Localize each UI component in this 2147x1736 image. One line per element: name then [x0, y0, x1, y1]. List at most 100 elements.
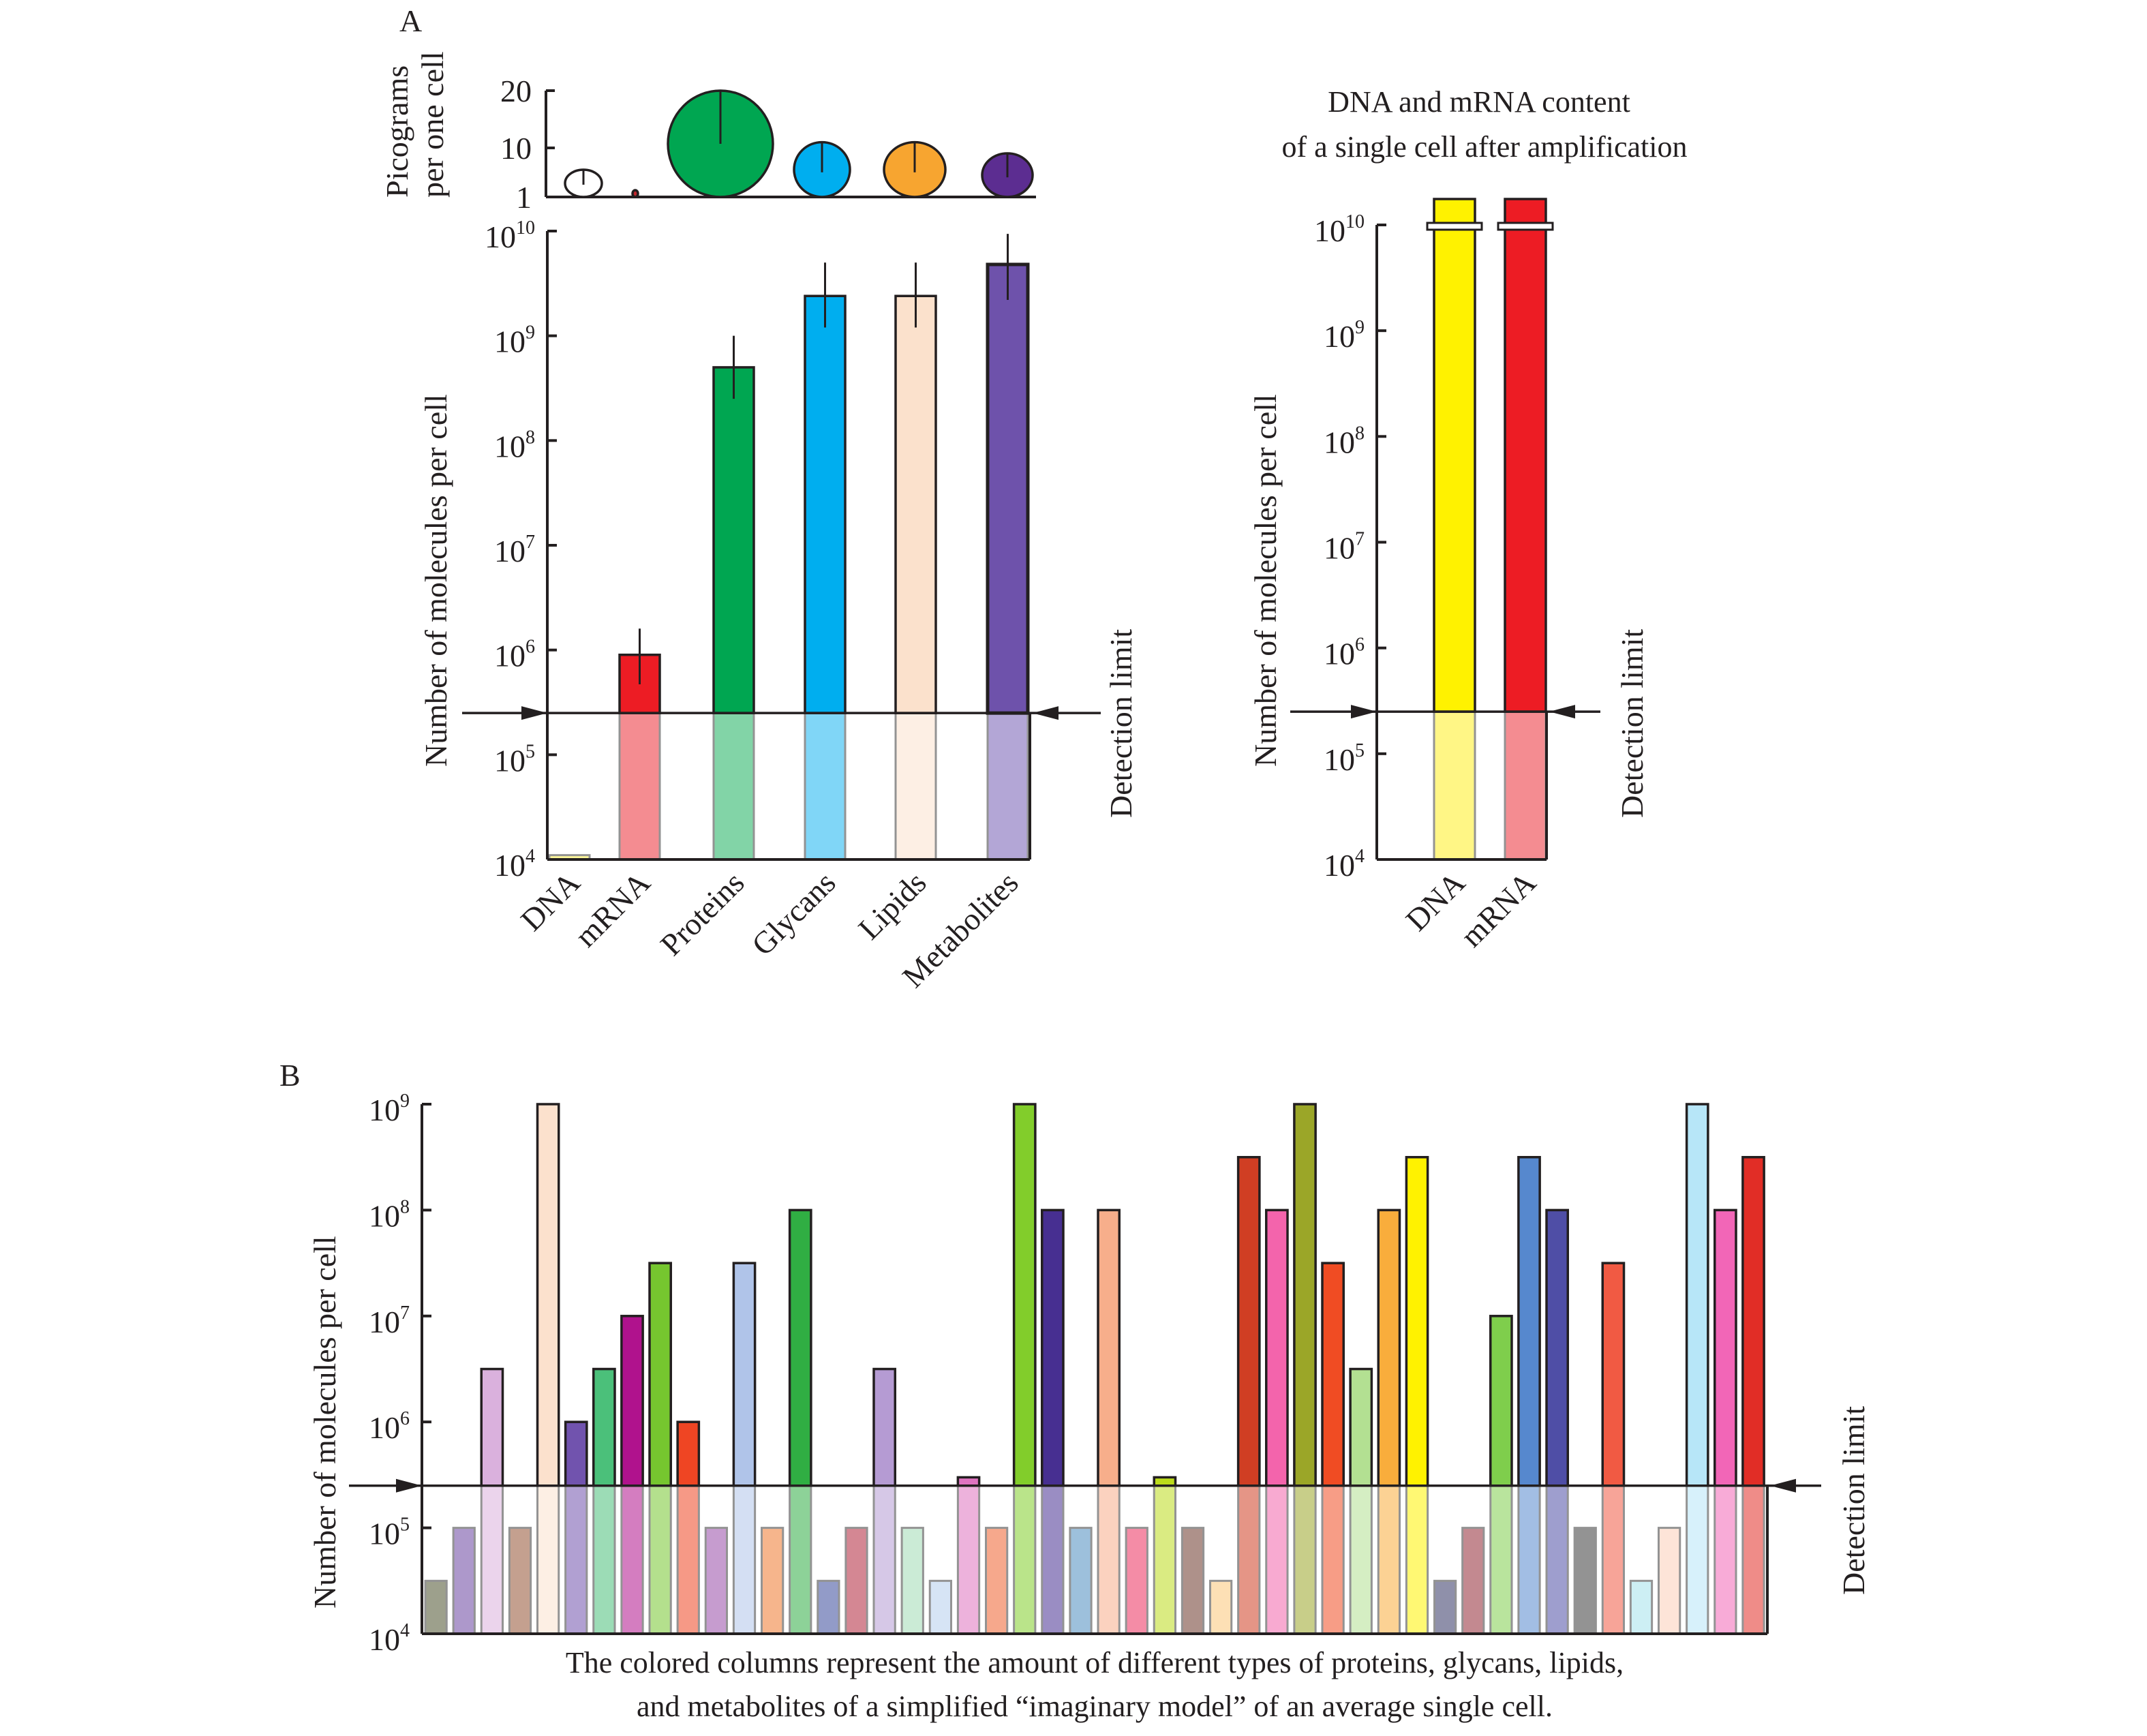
model-bar-faded	[1153, 1484, 1177, 1635]
panel-a-label: A	[399, 3, 422, 38]
model-bar	[956, 1476, 981, 1487]
model-bar-faded	[761, 1527, 785, 1635]
model-bar	[1236, 1155, 1261, 1487]
amplified-chart: DNA and mRNA content of a single cell af…	[1248, 85, 1687, 954]
model-bar	[1405, 1155, 1429, 1487]
tick-exponent: 4	[1355, 846, 1365, 867]
model-bar-faded	[1041, 1484, 1065, 1635]
tick-exponent: 8	[1355, 423, 1365, 444]
model-bar-faded	[1658, 1527, 1681, 1635]
model-bar-faded	[424, 1579, 448, 1635]
molecules-y-tick-label: 1010	[485, 217, 535, 254]
amplified-y-tick-label: 106	[1324, 635, 1365, 671]
tick-exponent: 7	[526, 532, 535, 553]
model-bar-faded	[1405, 1484, 1429, 1635]
model-bar	[648, 1262, 673, 1487]
model-bar	[1685, 1103, 1709, 1487]
model-bar	[872, 1367, 897, 1487]
tick-exponent: 8	[526, 427, 535, 448]
model-bar-faded	[928, 1579, 953, 1635]
model-bar-faded	[620, 1484, 644, 1635]
model-bar	[1041, 1208, 1065, 1487]
model-bar-faded	[1601, 1484, 1626, 1635]
picogram-ylabel-line2: per one cell	[415, 51, 450, 198]
tick-base: 10	[1314, 213, 1345, 248]
molecules-x-label: Glycans	[745, 865, 842, 962]
amplified-y-tick-label: 109	[1324, 317, 1365, 354]
model-bar	[564, 1420, 588, 1487]
tick-exponent: 6	[1355, 635, 1365, 656]
detection-limit-arrow-left	[396, 1478, 422, 1493]
tick-base: 10	[494, 429, 526, 463]
molecules-chart: Number of molecules per cell 10101091081…	[418, 217, 1138, 994]
model-bar-faded	[732, 1484, 757, 1635]
detection-limit-arrow-right	[1549, 705, 1575, 719]
model-bar-faded	[564, 1484, 588, 1635]
amplified-title-line2: of a single cell after amplification	[1282, 130, 1688, 164]
amplified-y-tick-label: 105	[1324, 740, 1365, 777]
model-bar	[1293, 1103, 1317, 1487]
tick-base: 10	[369, 1305, 400, 1339]
detection-limit-arrow-left	[521, 706, 547, 720]
amplified-bar-faded	[1433, 710, 1476, 861]
molecules-y-tick-label: 108	[494, 427, 535, 463]
model-bar-faded	[1125, 1527, 1148, 1635]
model-bar-faded	[1489, 1484, 1513, 1635]
model-bar-faded	[704, 1527, 729, 1635]
tick-exponent: 9	[1355, 317, 1365, 338]
model-y-tick-label: 107	[369, 1303, 410, 1339]
model-y-tick-label: 108	[369, 1196, 410, 1233]
detection-limit-arrow-right	[1033, 706, 1059, 720]
picogram-tick-label: 20	[500, 74, 532, 108]
model-bar-faded	[1461, 1527, 1485, 1635]
tick-base: 10	[1324, 637, 1355, 671]
molecules-y-tick-label: 106	[494, 637, 535, 673]
model-bar-faded	[817, 1579, 840, 1635]
molecules-bar	[712, 366, 755, 714]
molecules-y-tick-label: 105	[494, 741, 535, 778]
detection-limit-arrow-left	[1351, 705, 1377, 719]
model-bar-faded	[648, 1484, 672, 1635]
model-bar	[1714, 1208, 1737, 1487]
tick-base: 10	[494, 534, 526, 568]
tick-exponent: 5	[526, 741, 535, 762]
model-bar-faded	[1573, 1527, 1597, 1635]
tick-exponent: 6	[526, 637, 535, 658]
model-bar	[592, 1367, 616, 1487]
tick-base: 10	[494, 848, 526, 883]
model-ylabel: Number of molecules per cell	[307, 1236, 342, 1609]
model-y-tick-label: 106	[369, 1408, 410, 1445]
model-bar	[1012, 1103, 1037, 1487]
amplified-x-label: mRNA	[1454, 865, 1542, 954]
model-bar-faded	[789, 1484, 812, 1635]
model-cell-chart: Number of molecules per cell 10910810710…	[307, 1091, 1871, 1723]
amplified-ylabel: Number of molecules per cell	[1248, 394, 1283, 767]
molecules-bar	[986, 262, 1030, 715]
molecules-ylabel: Number of molecules per cell	[418, 394, 453, 767]
molecules-bar-faded	[894, 712, 937, 861]
model-bar	[1741, 1155, 1765, 1487]
picogram-tick-label: 1	[516, 180, 532, 215]
model-bar-faded	[1237, 1484, 1261, 1635]
model-bar-faded	[1013, 1484, 1037, 1635]
model-bar-faded	[1293, 1484, 1317, 1635]
amplified-bar	[1433, 198, 1476, 713]
model-bar	[1377, 1208, 1401, 1487]
amplified-bar	[1504, 198, 1547, 713]
tick-base: 10	[369, 1093, 400, 1127]
tick-exponent: 7	[1355, 529, 1365, 550]
model-bar-faded	[1265, 1484, 1289, 1635]
tick-base: 10	[369, 1517, 400, 1551]
tick-exponent: 4	[400, 1620, 410, 1641]
picogram-bubble	[631, 189, 639, 198]
model-bar-faded	[1714, 1484, 1737, 1635]
tick-base: 10	[485, 219, 516, 254]
tick-base: 10	[1324, 848, 1355, 883]
molecules-y-tick-label: 107	[494, 532, 535, 568]
model-bar-faded	[480, 1484, 504, 1635]
model-bar-faded	[676, 1484, 700, 1635]
amplified-y-tick-label: 104	[1324, 846, 1365, 883]
tick-base: 10	[1324, 742, 1355, 777]
model-bar-faded	[1629, 1579, 1654, 1635]
